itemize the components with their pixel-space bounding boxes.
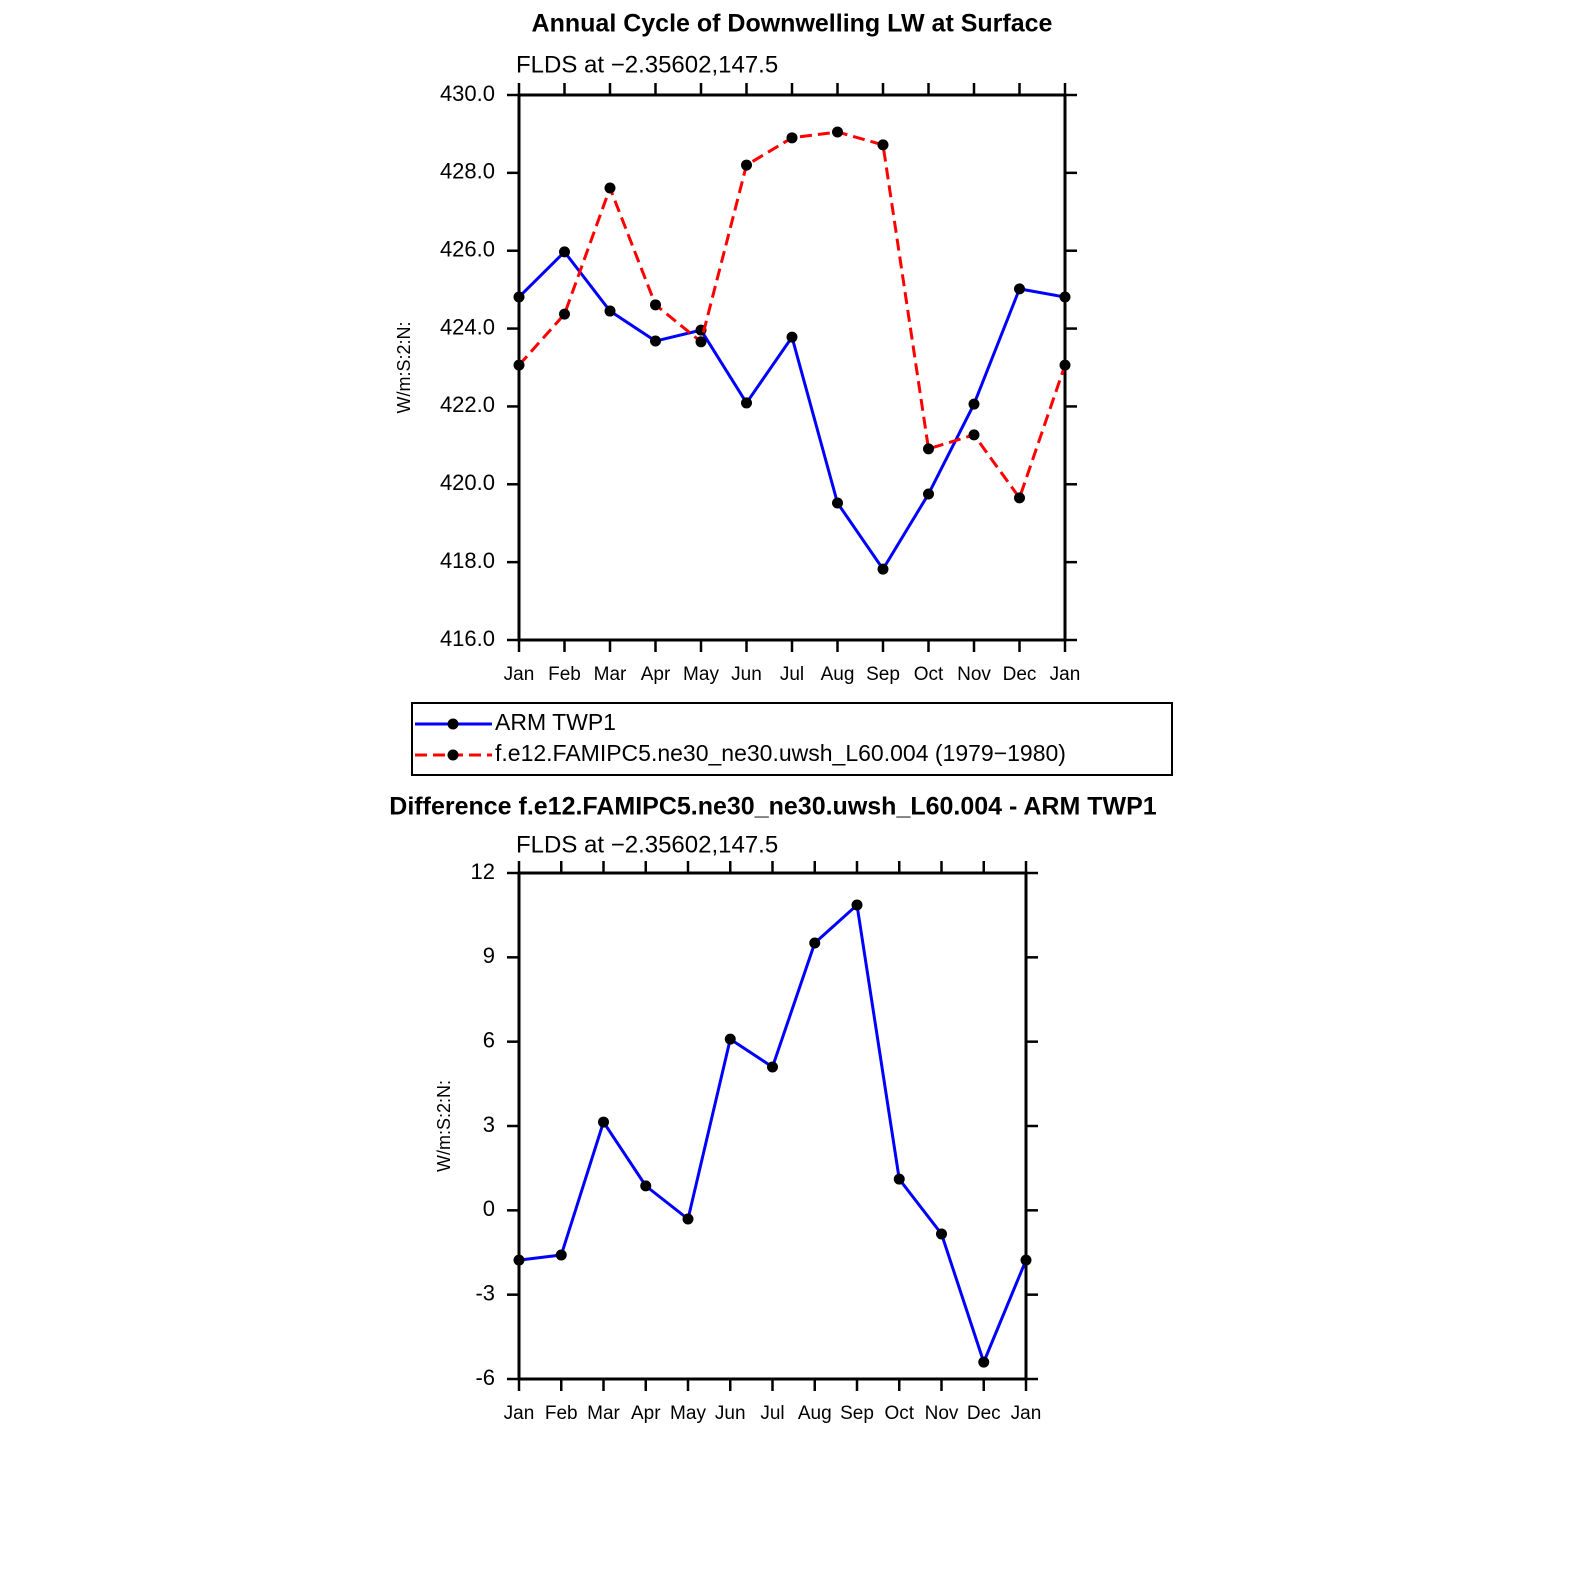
x-tick-label: Jan [504,1403,535,1424]
x-tick-label: Jul [780,664,804,685]
data-point [682,1213,694,1225]
y-tick-label: 12 [471,859,495,884]
x-tick-label: Oct [884,1403,914,1424]
y-tick-label: 420.0 [440,470,495,495]
data-point [513,291,525,303]
x-tick-label: Apr [631,1403,661,1424]
y-tick-label: 426.0 [440,237,495,262]
plot-frame [517,93,1067,642]
x-tick-label: Jan [1011,1403,1042,1424]
data-point [1014,283,1025,295]
y-tick-label: 424.0 [440,314,495,339]
data-point [513,1254,525,1266]
data-point [1020,1254,1032,1266]
y-tick-label: 430.0 [440,81,495,106]
y-axis-label: W/m:S:2:N: [394,321,414,413]
data-point [695,336,707,348]
data-point [851,899,863,911]
data-point [968,398,980,410]
chart-subtitle: FLDS at −2.35602,147.5 [516,51,778,78]
data-point [604,305,616,317]
chart-title: Annual Cycle of Downwelling LW at Surfac… [532,10,1053,38]
data-point [1014,492,1025,504]
y-tick-label: 9 [483,943,495,968]
x-tick-label: Nov [957,664,991,685]
data-point [650,299,661,311]
data-point [877,563,889,575]
y-tick-label: 428.0 [440,159,495,184]
plot-frame [517,871,1028,1381]
data-point [809,937,821,949]
data-point [724,1033,736,1045]
legend-marker [447,749,459,761]
x-tick-label: Feb [545,1403,578,1424]
data-point [832,497,843,509]
y-tick-label: 0 [483,1196,495,1221]
data-point [1059,359,1071,371]
x-tick-label: Aug [798,1403,832,1424]
y-tick-label: 422.0 [440,392,495,417]
data-point [559,246,570,258]
data-point [923,488,934,500]
data-point [1059,291,1071,303]
data-point [893,1173,905,1185]
y-axis-label: W/m:S:2:N: [434,1080,454,1172]
data-point [640,1180,652,1192]
series-line [518,902,1028,1367]
data-point [786,132,798,144]
data-point [968,429,980,441]
x-tick-label: Mar [594,664,627,685]
x-tick-label: Feb [548,664,581,685]
chart-subtitle: FLDS at −2.35602,147.5 [516,831,778,858]
x-tick-label: Sep [840,1403,874,1424]
x-tick-label: Aug [821,664,855,685]
x-tick-label: Oct [914,664,944,685]
data-point [559,308,570,320]
data-point [936,1228,947,1240]
x-tick-label: Dec [967,1403,1001,1424]
data-point [832,126,843,138]
legend-label: f.e12.FAMIPC5.ne30_ne30.uwsh_L60.004 (19… [495,740,1066,766]
y-tick-label: 3 [483,1112,495,1137]
x-tick-label: Apr [641,664,671,685]
x-tick-label: May [683,664,719,685]
data-point [513,359,525,371]
x-tick-label: Dec [1003,664,1037,685]
data-point [767,1061,778,1073]
data-point [741,397,752,409]
x-tick-label: Jun [731,664,762,685]
data-point [923,443,934,455]
series-line [517,249,1066,572]
x-tick-label: Sep [866,664,900,685]
data-point [978,1356,990,1368]
data-point [604,182,616,194]
x-tick-label: Mar [587,1403,620,1424]
chart-title: Difference f.e12.FAMIPC5.ne30_ne30.uwsh_… [389,793,1156,821]
data-point [650,335,661,347]
x-tick-label: Jan [1050,664,1081,685]
y-tick-label: 416.0 [440,626,495,651]
legend-box [411,702,1173,776]
data-point [877,139,889,151]
y-tick-label: -6 [475,1365,495,1390]
y-tick-label: 418.0 [440,548,495,573]
x-tick-label: May [670,1403,706,1424]
data-point [598,1116,609,1128]
data-point [786,331,798,343]
x-tick-label: Jul [760,1403,784,1424]
y-tick-label: 6 [483,1027,495,1052]
y-tick-label: -3 [475,1280,495,1305]
x-tick-label: Nov [925,1403,959,1424]
x-tick-label: Jan [504,664,535,685]
data-point [741,159,752,171]
legend-label: ARM TWP1 [495,709,616,735]
series-line [517,130,1067,502]
legend-marker [447,718,459,730]
x-tick-label: Jun [715,1403,746,1424]
data-point [555,1249,567,1261]
